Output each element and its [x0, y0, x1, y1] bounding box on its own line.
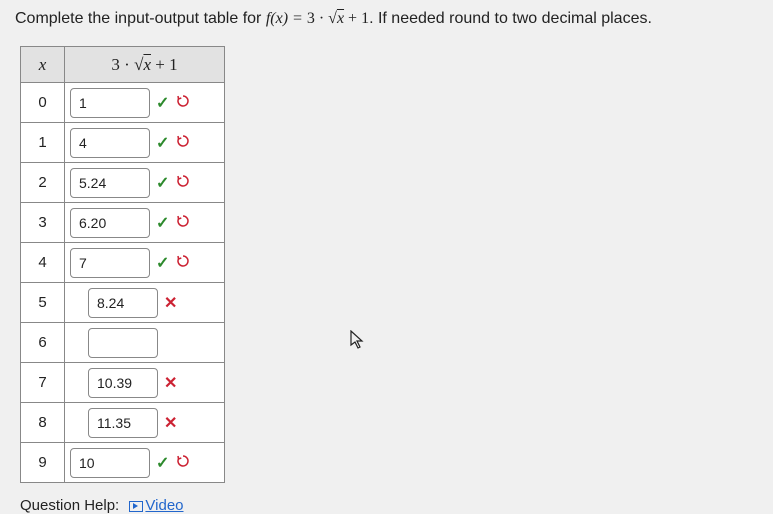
check-icon: ✓: [156, 133, 169, 153]
answer-input[interactable]: 5.24: [70, 168, 150, 198]
fn-lhs: f(x) =: [266, 10, 307, 27]
video-icon: [129, 501, 143, 512]
answer-input[interactable]: 6.20: [70, 208, 150, 238]
table-row: 47✓: [21, 243, 225, 283]
mouse-cursor: [350, 330, 366, 355]
x-cell: 3: [21, 203, 65, 243]
answer-input[interactable]: 7: [70, 248, 150, 278]
retry-icon[interactable]: [175, 93, 191, 112]
prompt-postfix: . If needed round to two decimal places.: [369, 10, 652, 27]
header-radicand: x: [143, 55, 151, 74]
f-cell: 8.24 ✕: [65, 283, 225, 323]
table-row: 36.20 ✓: [21, 203, 225, 243]
answer-input[interactable]: 8.24: [88, 288, 158, 318]
fn-coef: 3 ·: [307, 10, 328, 27]
fn-rhs: 3 · √x + 1: [307, 10, 369, 27]
question-prompt: Complete the input-output table for f(x)…: [15, 10, 758, 28]
answer-input[interactable]: [88, 328, 158, 358]
retry-icon[interactable]: [175, 453, 191, 472]
prompt-prefix: Complete the input-output table for: [15, 10, 266, 27]
x-cell: 8: [21, 403, 65, 443]
table-row: 7 10.39 ✕: [21, 363, 225, 403]
fn-suffix: + 1: [344, 10, 369, 27]
check-icon: ✓: [156, 173, 169, 193]
f-cell: 10.39 ✕: [65, 363, 225, 403]
x-cell: 1: [21, 123, 65, 163]
table-header-x: x: [21, 47, 65, 83]
f-cell: 10 ✓: [65, 443, 225, 483]
header-coef: 3 ·: [111, 55, 134, 74]
cross-icon: ✕: [164, 293, 177, 313]
f-cell: 5.24 ✓: [65, 163, 225, 203]
answer-input[interactable]: 1: [70, 88, 150, 118]
table-row: 01✓: [21, 83, 225, 123]
x-cell: 7: [21, 363, 65, 403]
header-suffix: + 1: [151, 55, 178, 74]
f-cell: 11.35 ✕: [65, 403, 225, 443]
answer-input[interactable]: 4: [70, 128, 150, 158]
retry-icon[interactable]: [175, 173, 191, 192]
f-cell: 4✓: [65, 123, 225, 163]
cross-icon: ✕: [164, 413, 177, 433]
check-icon: ✓: [156, 453, 169, 473]
f-cell: 6.20 ✓: [65, 203, 225, 243]
fn-radicand: x: [337, 10, 344, 27]
retry-icon[interactable]: [175, 253, 191, 272]
x-cell: 9: [21, 443, 65, 483]
x-cell: 6: [21, 323, 65, 363]
io-table: x 3 · √x + 1 01✓14✓25.24✓36.20✓47✓58.24✕…: [20, 46, 225, 483]
check-icon: ✓: [156, 253, 169, 273]
check-icon: ✓: [156, 213, 169, 233]
table-row: 25.24 ✓: [21, 163, 225, 203]
answer-input[interactable]: 11.35: [88, 408, 158, 438]
check-icon: ✓: [156, 93, 169, 113]
table-row: 910 ✓: [21, 443, 225, 483]
table-row: 14✓: [21, 123, 225, 163]
f-cell: 7✓: [65, 243, 225, 283]
x-cell: 5: [21, 283, 65, 323]
cross-icon: ✕: [164, 373, 177, 393]
f-cell: [65, 323, 225, 363]
x-cell: 2: [21, 163, 65, 203]
x-cell: 0: [21, 83, 65, 123]
f-cell: 1✓: [65, 83, 225, 123]
table-row: 6: [21, 323, 225, 363]
retry-icon[interactable]: [175, 133, 191, 152]
table-row: 8 11.35 ✕: [21, 403, 225, 443]
table-row: 5 8.24 ✕: [21, 283, 225, 323]
table-header-fx: 3 · √x + 1: [65, 47, 225, 83]
answer-input[interactable]: 10.39: [88, 368, 158, 398]
answer-input[interactable]: 10: [70, 448, 150, 478]
retry-icon[interactable]: [175, 213, 191, 232]
x-cell: 4: [21, 243, 65, 283]
